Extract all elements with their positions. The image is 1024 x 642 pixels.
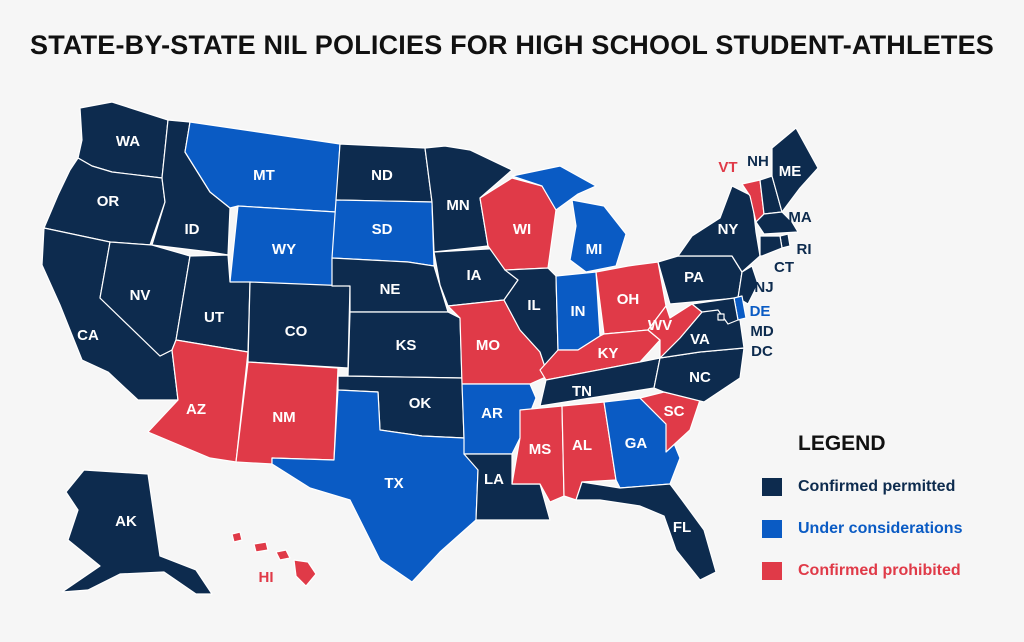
state-il (503, 267, 559, 371)
state-label-mi: MI (586, 241, 603, 258)
state-label-ny: NY (718, 221, 739, 238)
state-label-vt: VT (718, 159, 737, 176)
state-label-mo: MO (476, 337, 500, 354)
state-label-ms: MS (529, 441, 552, 458)
state-label-nd: ND (371, 167, 393, 184)
state-label-nj: NJ (754, 279, 773, 296)
state-label-sd: SD (372, 221, 393, 238)
state-label-wv: WV (648, 317, 672, 334)
state-label-oh: OH (617, 291, 640, 308)
legend: LEGEND Confirmed permitted Under conside… (762, 432, 962, 582)
state-ar (461, 383, 537, 455)
legend-item-permitted: Confirmed permitted (762, 476, 962, 498)
state-label-tn: TN (572, 383, 592, 400)
state-ct (759, 235, 783, 257)
state-label-ga: GA (625, 435, 648, 452)
state-label-dc: DC (751, 343, 773, 360)
state-label-wa: WA (116, 133, 140, 150)
state-la (463, 453, 551, 521)
state-label-ne: NE (380, 281, 401, 298)
state-md (691, 297, 739, 325)
state-label-ky: KY (598, 345, 619, 362)
state-tx (271, 389, 479, 583)
state-label-va: VA (690, 331, 710, 348)
state-label-ar: AR (481, 405, 503, 422)
state-label-id: ID (185, 221, 200, 238)
state-label-ct: CT (774, 259, 794, 276)
state-label-ia: IA (467, 267, 482, 284)
legend-label-considering: Under considerations (798, 520, 963, 537)
state-mi (511, 165, 627, 273)
state-az (147, 339, 249, 463)
state-label-de: DE (750, 303, 771, 320)
state-label-wy: WY (272, 241, 296, 258)
legend-title: LEGEND (798, 432, 886, 455)
state-label-ks: KS (396, 337, 417, 354)
state-label-az: AZ (186, 401, 206, 418)
state-label-md: MD (750, 323, 773, 340)
state-label-il: IL (527, 297, 540, 314)
state-label-fl: FL (673, 519, 691, 536)
state-me (771, 127, 819, 213)
state-labels: WA OR CA ID NV MT WY UT AZ CO NM ND SD N… (77, 133, 812, 586)
state-label-nh: NH (747, 153, 769, 170)
state-label-or: OR (97, 193, 120, 210)
state-label-ca: CA (77, 327, 99, 344)
state-label-nc: NC (689, 369, 711, 386)
state-label-ak: AK (115, 513, 137, 530)
state-nj (737, 265, 759, 305)
state-wi (479, 177, 557, 271)
state-label-ok: OK (409, 395, 432, 412)
state-dc (717, 313, 725, 321)
state-label-ri: RI (797, 241, 812, 258)
state-label-co: CO (285, 323, 308, 340)
legend-label-prohibited: Confirmed prohibited (798, 562, 961, 579)
state-fl (575, 481, 717, 581)
legend-swatch-prohibited (762, 562, 782, 580)
legend-item-prohibited: Confirmed prohibited (762, 560, 962, 582)
state-label-ut: UT (204, 309, 224, 326)
legend-swatch-considering (762, 520, 782, 538)
legend-item-considering: Under considerations (762, 518, 962, 540)
page-title: STATE-BY-STATE NIL POLICIES FOR HIGH SCH… (29, 30, 995, 60)
state-hi (231, 531, 317, 587)
state-shapes (41, 101, 819, 595)
state-label-al: AL (572, 437, 592, 454)
state-label-mn: MN (446, 197, 469, 214)
state-label-pa: PA (684, 269, 704, 286)
state-label-me: ME (779, 163, 802, 180)
state-label-ma: MA (788, 209, 811, 226)
state-label-nv: NV (130, 287, 151, 304)
state-ma (755, 211, 799, 235)
state-label-mt: MT (253, 167, 275, 184)
state-label-nm: NM (272, 409, 295, 426)
state-label-in: IN (571, 303, 586, 320)
legend-label-permitted: Confirmed permitted (798, 478, 956, 495)
state-label-sc: SC (664, 403, 685, 420)
state-label-wi: WI (513, 221, 531, 238)
state-label-tx: TX (384, 475, 403, 492)
state-ak (61, 469, 213, 595)
state-label-la: LA (484, 471, 504, 488)
legend-swatch-permitted (762, 478, 782, 496)
state-label-hi: HI (259, 569, 274, 586)
